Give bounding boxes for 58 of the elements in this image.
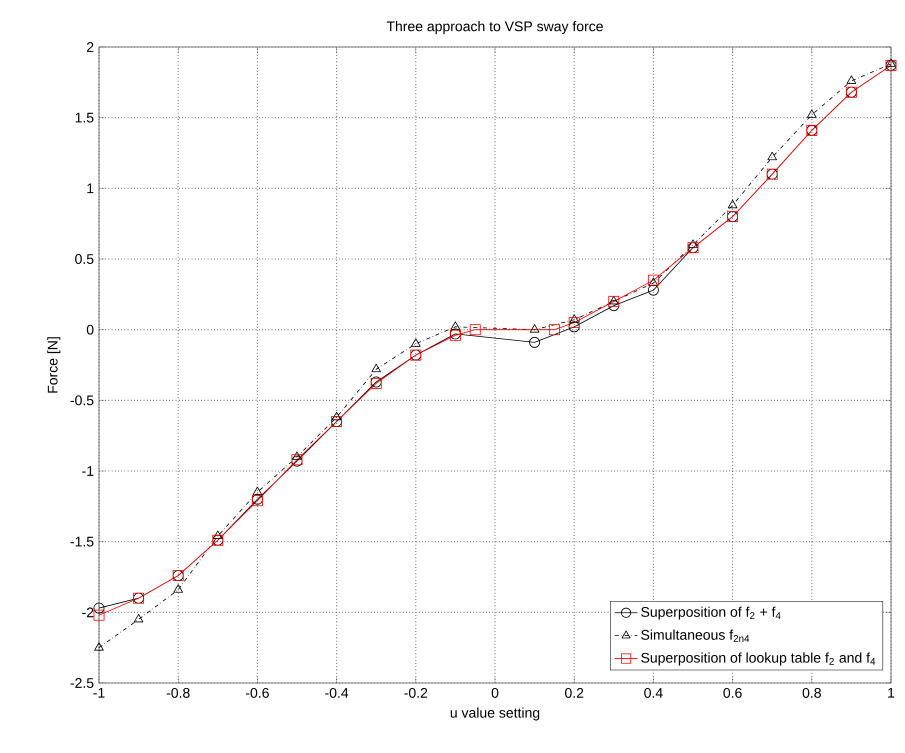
point — [470, 324, 481, 336]
point — [173, 584, 183, 593]
point — [648, 278, 658, 286]
legend-label: Superposition of lookup table f$_{2}$ and f$_{4}$ — [641, 652, 876, 666]
point — [94, 602, 104, 614]
x-tick-label: -0.2 — [404, 688, 428, 698]
y-tick-label: -2 — [82, 607, 94, 618]
y-tick-label: 1 — [87, 184, 94, 194]
point — [609, 296, 619, 304]
point — [530, 324, 540, 333]
x-tick-label: -0.4 — [325, 688, 348, 698]
x-tick-label: 0 — [492, 688, 498, 698]
point — [568, 321, 580, 332]
x-tick-label: 1 — [888, 688, 894, 698]
point — [411, 338, 421, 347]
point — [134, 614, 144, 622]
point — [688, 239, 698, 248]
point — [807, 109, 817, 118]
point — [292, 451, 302, 460]
point — [608, 300, 620, 312]
point — [213, 530, 223, 539]
x-axis-title: u value setting — [450, 707, 540, 720]
x-tick-label: -0.6 — [246, 688, 269, 698]
legend-label: Superposition of f$_{2}$ + f$_{4}$ — [641, 606, 781, 620]
point — [94, 610, 104, 621]
point — [371, 364, 381, 372]
y-tick-label: 0 — [86, 324, 94, 335]
x-tick-label: 0.6 — [723, 688, 742, 698]
legend-label: Simultaneous f$_{2n4}$ — [641, 630, 750, 642]
point — [648, 284, 659, 296]
x-tick-label: 0.2 — [565, 688, 584, 698]
point — [450, 321, 460, 330]
y-tick-label: -0.5 — [70, 395, 94, 406]
y-tick-label: -1 — [82, 466, 94, 476]
point — [648, 274, 659, 286]
y-tick-label: -2.5 — [70, 678, 94, 688]
point — [529, 336, 540, 348]
point — [252, 486, 262, 496]
point — [548, 324, 560, 336]
y-tick-label: -1.5 — [70, 536, 94, 547]
chart-title: Three approach to VSP sway force — [386, 21, 603, 34]
point — [767, 152, 777, 160]
x-tick-label: 0.8 — [802, 688, 821, 698]
point — [608, 296, 620, 307]
y-axis-title: Force [N] — [47, 337, 60, 393]
x-tick-label: -0.8 — [166, 688, 190, 698]
x-tick-label: -1 — [93, 688, 105, 698]
point — [728, 200, 738, 208]
y-tick-label: 1.5 — [76, 112, 94, 123]
point — [886, 58, 896, 67]
point — [568, 317, 580, 328]
point — [94, 642, 104, 651]
point — [846, 75, 856, 84]
point — [332, 412, 342, 420]
x-tick-label: 0.4 — [644, 688, 663, 698]
y-tick-label: 2 — [86, 42, 94, 52]
point — [569, 314, 579, 323]
y-tick-label: 0.5 — [75, 254, 94, 264]
